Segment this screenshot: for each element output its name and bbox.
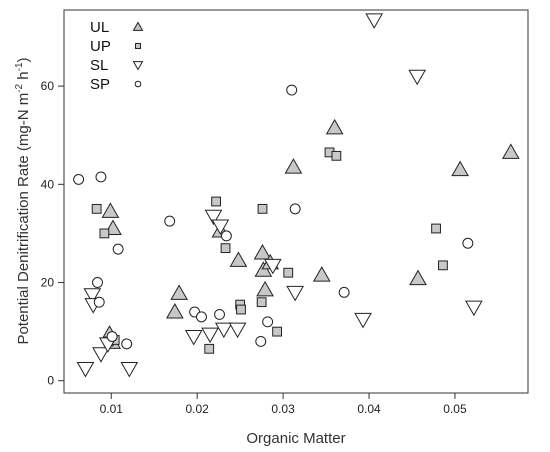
y-axis-title-end: ) bbox=[15, 57, 32, 62]
x-tick-label: 0.04 bbox=[357, 402, 381, 416]
data-point-sl bbox=[214, 322, 233, 339]
data-points bbox=[73, 13, 520, 378]
legend-marker-sl bbox=[132, 61, 144, 71]
y-tick-label: 60 bbox=[41, 79, 55, 93]
data-point-up bbox=[204, 343, 215, 354]
data-point-up bbox=[438, 260, 448, 271]
data-point-sp bbox=[196, 311, 207, 323]
data-point-sp bbox=[95, 171, 107, 183]
y-tick-label: 40 bbox=[41, 177, 55, 191]
data-point-ul bbox=[101, 202, 120, 218]
x-tick-label: 0.02 bbox=[186, 402, 210, 416]
data-point-up bbox=[99, 228, 110, 239]
data-point-sl bbox=[184, 330, 203, 346]
data-point-ul bbox=[312, 266, 331, 282]
data-point-sp bbox=[92, 277, 103, 288]
x-axis-title: Organic Matter bbox=[246, 430, 345, 447]
x-tick-label: 0.01 bbox=[100, 402, 124, 416]
y-axis-title-mid: h bbox=[15, 71, 32, 84]
data-point-ul bbox=[165, 302, 184, 319]
data-point-sp bbox=[112, 243, 124, 255]
data-point-sl bbox=[228, 322, 247, 339]
data-point-sl bbox=[211, 219, 230, 236]
plot-frame bbox=[63, 9, 529, 394]
data-point-sl bbox=[120, 361, 139, 378]
y-axis-title-sup2: -1 bbox=[14, 62, 25, 71]
data-point-sl bbox=[465, 300, 483, 317]
data-point-sp bbox=[214, 308, 225, 320]
data-point-sl bbox=[286, 285, 305, 302]
data-point-sl bbox=[92, 347, 110, 363]
data-point-sp bbox=[164, 215, 176, 227]
data-point-sl bbox=[263, 258, 282, 275]
axis-ticks: 0.01 0.02 0.03 0.04 0.05 0 20 40 60 bbox=[41, 79, 467, 416]
data-point-up bbox=[283, 267, 294, 278]
data-point-sp bbox=[93, 296, 105, 308]
data-point-sp bbox=[286, 84, 298, 96]
data-point-ul bbox=[451, 160, 469, 177]
data-point-up bbox=[236, 304, 246, 315]
legend-label: SL bbox=[90, 57, 108, 74]
legend-marker-ul bbox=[132, 21, 144, 31]
legend: UL UP SL SP bbox=[90, 19, 144, 93]
data-point-sp bbox=[121, 338, 133, 350]
y-tick-label: 0 bbox=[47, 374, 54, 388]
legend-label: UP bbox=[90, 38, 111, 55]
y-axis-title-sup1: -2 bbox=[14, 83, 25, 92]
data-point-ul bbox=[253, 244, 272, 260]
data-point-sl bbox=[201, 327, 219, 344]
legend-label: UL bbox=[90, 19, 109, 36]
data-point-sp bbox=[262, 316, 274, 328]
data-point-up bbox=[257, 203, 268, 214]
legend-marker-up bbox=[135, 43, 141, 49]
x-tick-label: 0.03 bbox=[271, 402, 295, 416]
data-point-sp bbox=[289, 203, 301, 215]
data-point-up bbox=[272, 326, 282, 337]
y-axis-title-main: Potential Denitrification Rate (mg-N m bbox=[15, 93, 32, 345]
data-point-sl bbox=[204, 209, 223, 226]
data-point-up bbox=[211, 196, 221, 207]
data-point-sp bbox=[338, 286, 350, 298]
data-point-ul bbox=[170, 284, 189, 300]
data-point-sl bbox=[365, 13, 384, 29]
data-point-ul bbox=[256, 280, 274, 297]
data-point-ul bbox=[284, 158, 303, 174]
data-point-up bbox=[256, 297, 267, 308]
data-point-sp bbox=[462, 237, 474, 249]
data-point-ul bbox=[325, 118, 344, 135]
data-point-sp bbox=[106, 331, 118, 342]
data-point-sl bbox=[76, 361, 95, 378]
data-point-sp bbox=[255, 335, 267, 347]
data-point-sl bbox=[408, 69, 427, 86]
data-point-ul bbox=[501, 143, 520, 159]
data-point-sl bbox=[83, 288, 102, 304]
data-point-up bbox=[331, 150, 342, 161]
data-point-sp bbox=[73, 173, 85, 185]
data-point-ul bbox=[229, 251, 248, 267]
legend-label: SP bbox=[90, 76, 110, 93]
data-point-up bbox=[91, 203, 102, 214]
y-axis-title: Potential Denitrification Rate (mg-N m-2… bbox=[14, 57, 32, 344]
data-point-sp bbox=[220, 230, 232, 242]
data-point-ul bbox=[409, 269, 427, 286]
data-point-up bbox=[220, 243, 231, 254]
data-point-sl bbox=[354, 312, 372, 329]
legend-marker-sp bbox=[134, 80, 142, 88]
data-point-up bbox=[431, 223, 441, 234]
x-tick-label: 0.05 bbox=[443, 402, 467, 416]
y-tick-label: 20 bbox=[41, 276, 55, 290]
